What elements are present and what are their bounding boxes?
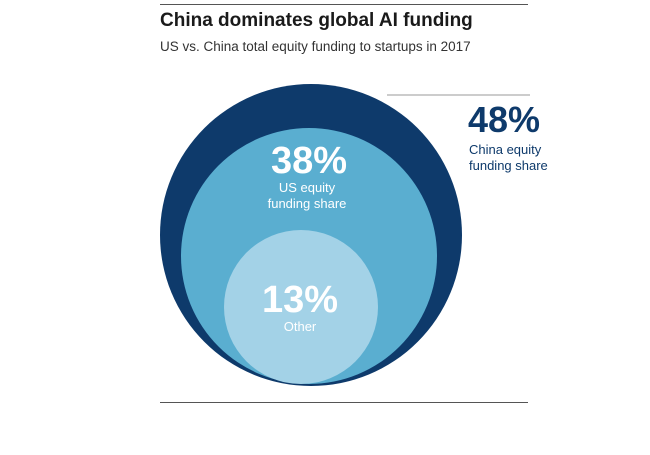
circle-other: [224, 230, 378, 384]
us-value-label: 38%: [271, 140, 347, 182]
china-label-line-1: China equity: [469, 142, 542, 157]
china-label-line-2: funding share: [469, 158, 548, 173]
us-label-line-2: funding share: [268, 196, 347, 211]
other-value-label: 13%: [262, 279, 338, 321]
bottom-rule: [160, 402, 528, 403]
top-rule: [160, 4, 528, 5]
china-value-label: 48%: [468, 99, 540, 140]
chart-subtitle: US vs. China total equity funding to sta…: [160, 39, 471, 54]
us-label-line-1: US equity: [279, 180, 336, 195]
other-label-line-1: Other: [284, 319, 317, 334]
chart-title: China dominates global AI funding: [160, 10, 473, 31]
